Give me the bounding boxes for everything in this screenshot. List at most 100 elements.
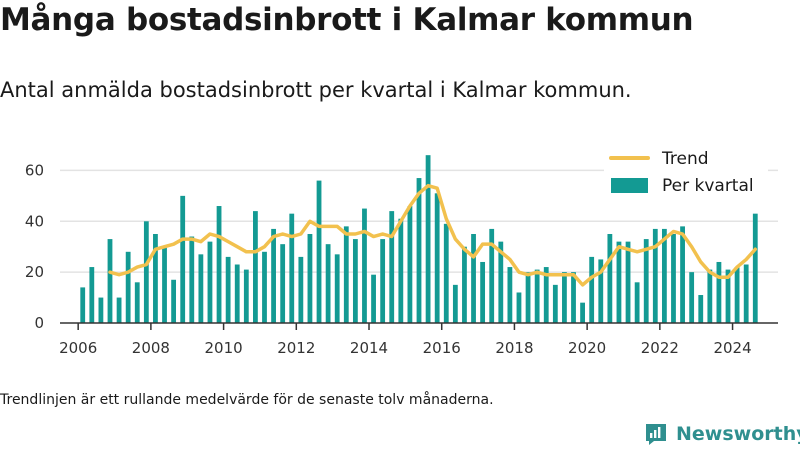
bars-per-kvartal bbox=[80, 155, 758, 323]
y-tick-label: 20 bbox=[25, 263, 44, 281]
bar-2023-Q2 bbox=[707, 269, 713, 323]
bar-2022-Q1 bbox=[661, 228, 667, 323]
bar-2017-Q3 bbox=[498, 241, 504, 323]
bar-2021-Q3 bbox=[643, 239, 649, 323]
bar-2011-Q3 bbox=[280, 244, 286, 323]
x-tick-label: 2008 bbox=[132, 339, 170, 357]
bar-2021-Q1 bbox=[625, 241, 631, 323]
bar-2019-Q1 bbox=[552, 284, 558, 323]
bar-2020-Q1 bbox=[589, 256, 595, 323]
bar-2022-Q2 bbox=[671, 234, 676, 323]
x-tick-label: 2024 bbox=[713, 339, 751, 357]
bar-2010-Q3 bbox=[243, 269, 249, 323]
bar-2017-Q1 bbox=[480, 261, 486, 323]
bar-2009-Q4 bbox=[216, 206, 222, 323]
bar-2007-Q1 bbox=[116, 297, 122, 323]
footnote: Trendlinjen är ett rullande medelvärde f… bbox=[0, 392, 494, 408]
bar-2013-Q1 bbox=[334, 254, 340, 323]
x-tick-label: 2010 bbox=[205, 339, 243, 357]
bar-2019-Q3 bbox=[571, 272, 576, 323]
x-tick-label: 2018 bbox=[495, 339, 533, 357]
bar-2020-Q2 bbox=[598, 259, 604, 323]
trend-layer bbox=[108, 183, 758, 287]
y-tick-label: 40 bbox=[25, 212, 44, 230]
legend-trend-label: Trend bbox=[661, 149, 709, 169]
bar-2020-Q3 bbox=[607, 234, 613, 323]
x-tick-label: 2022 bbox=[641, 339, 679, 357]
bar-2010-Q2 bbox=[234, 264, 240, 323]
bar-2019-Q4 bbox=[580, 302, 585, 323]
legend-per-kvartal-swatch bbox=[611, 178, 648, 193]
bar-2018-Q1 bbox=[516, 292, 522, 323]
x-tick-label: 2006 bbox=[59, 339, 97, 357]
bar-2018-Q2 bbox=[525, 272, 531, 323]
bar-2008-Q4 bbox=[180, 195, 186, 323]
bar-2017-Q4 bbox=[507, 267, 513, 323]
bar-2015-Q3 bbox=[425, 155, 431, 323]
bar-2013-Q3 bbox=[352, 239, 358, 323]
bar-2016-Q1 bbox=[443, 223, 449, 323]
bar-2009-Q3 bbox=[207, 241, 213, 323]
bar-2023-Q1 bbox=[698, 295, 704, 323]
bar-2012-Q2 bbox=[307, 234, 313, 323]
bar-2014-Q1 bbox=[371, 274, 376, 323]
bar-2023-Q3 bbox=[716, 261, 722, 323]
bar-2007-Q2 bbox=[125, 251, 131, 323]
bar-2016-Q2 bbox=[452, 284, 458, 323]
bar-2024-Q2 bbox=[743, 264, 749, 323]
bar-2006-Q2 bbox=[89, 267, 95, 323]
bar-2012-Q1 bbox=[298, 256, 304, 323]
bar-2015-Q4 bbox=[434, 193, 440, 323]
bar-2013-Q2 bbox=[343, 226, 349, 323]
bar-2007-Q3 bbox=[134, 282, 140, 323]
legend: Trend Per kvartal bbox=[604, 143, 768, 199]
bar-2023-Q4 bbox=[725, 269, 731, 323]
bar-2022-Q3 bbox=[680, 226, 685, 323]
bar-2018-Q4 bbox=[543, 267, 549, 323]
bar-2020-Q4 bbox=[616, 241, 622, 323]
bar-2008-Q1 bbox=[153, 234, 158, 323]
bar-2006-Q1 bbox=[80, 287, 86, 323]
bar-2022-Q4 bbox=[689, 272, 695, 323]
bar-2014-Q3 bbox=[389, 211, 395, 323]
bar-2008-Q3 bbox=[171, 279, 177, 323]
bar-2011-Q2 bbox=[271, 228, 276, 323]
bar-2008-Q2 bbox=[162, 246, 167, 323]
chart-title: Många bostadsinbrott i Kalmar kommun bbox=[0, 2, 694, 38]
legend-per-kvartal-label: Per kvartal bbox=[662, 176, 754, 196]
bar-2011-Q1 bbox=[262, 251, 267, 323]
bar-2011-Q4 bbox=[289, 213, 295, 323]
chart-subtitle: Antal anmälda bostadsinbrott per kvartal… bbox=[0, 78, 632, 102]
trend-line bbox=[108, 183, 758, 287]
brand-name: Newsworthy bbox=[676, 423, 800, 445]
bar-2010-Q4 bbox=[253, 211, 258, 323]
chart: 0 20 40 60 2006 2008 2010 2012 2014 2016 2018 2020 2… bbox=[24, 143, 778, 357]
x-tick-label: 2014 bbox=[350, 339, 388, 357]
bar-2012-Q3 bbox=[316, 180, 322, 323]
bar-2014-Q2 bbox=[380, 239, 386, 323]
bar-2015-Q1 bbox=[407, 206, 413, 323]
bar-2016-Q3 bbox=[462, 246, 467, 323]
bar-2007-Q4 bbox=[143, 221, 149, 323]
axes: 0 20 40 60 2006 2008 2010 2012 2014 2016 2018 2020 2… bbox=[25, 161, 778, 357]
bar-2012-Q4 bbox=[325, 244, 331, 323]
bar-2024-Q3 bbox=[752, 213, 758, 323]
bar-2006-Q4 bbox=[107, 239, 113, 323]
bar-2009-Q2 bbox=[198, 254, 204, 323]
bar-2016-Q4 bbox=[471, 234, 476, 323]
bar-2015-Q2 bbox=[416, 178, 422, 323]
x-tick-label: 2016 bbox=[423, 339, 461, 357]
bar-2009-Q1 bbox=[189, 236, 195, 323]
bar-2024-Q1 bbox=[734, 267, 740, 323]
bar-2018-Q3 bbox=[534, 269, 540, 323]
y-tick-label: 0 bbox=[34, 314, 44, 332]
bar-2013-Q4 bbox=[362, 208, 367, 323]
bar-2021-Q4 bbox=[652, 228, 658, 323]
brand: Newsworthy bbox=[644, 420, 800, 448]
x-tick-label: 2012 bbox=[277, 339, 315, 357]
bar-2010-Q1 bbox=[225, 256, 231, 323]
bar-2019-Q2 bbox=[562, 272, 567, 323]
x-tick-label: 2020 bbox=[568, 339, 606, 357]
bar-2021-Q2 bbox=[634, 282, 640, 323]
bar-2006-Q3 bbox=[98, 297, 104, 323]
